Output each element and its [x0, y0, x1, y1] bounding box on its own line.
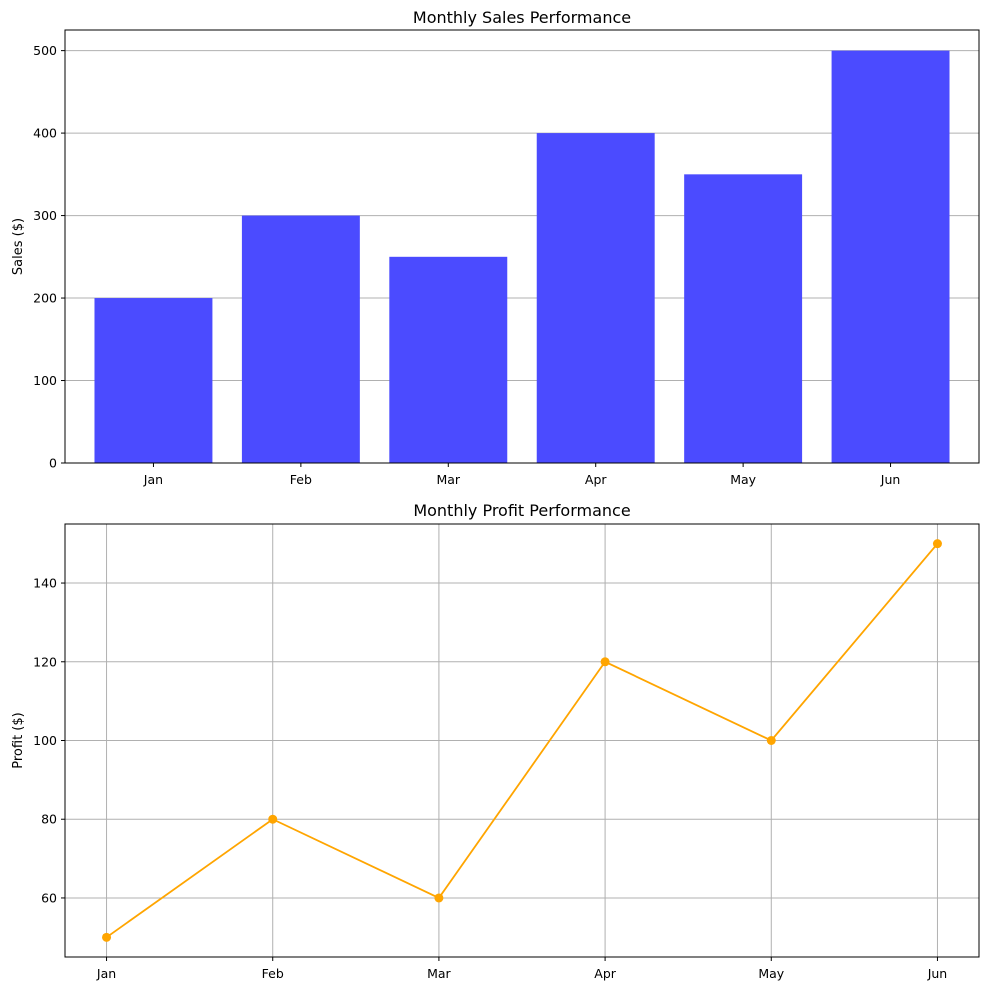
x-tick-label: May: [758, 966, 784, 981]
profit-line-chart: 60 80 100 120 140 Jan Feb Mar Apr May Jun Monthly …: [11, 501, 980, 981]
x-tick-label: Jun: [927, 966, 948, 981]
y-tick-label: 120: [33, 654, 57, 669]
y-tick-label: 60: [41, 890, 57, 905]
y-axis-label: Profit ($): [11, 712, 26, 768]
plot-frame: [64, 29, 980, 464]
x-tick-label: Feb: [290, 472, 312, 487]
bar-may: [684, 174, 803, 464]
x-tick-label: Jan: [143, 472, 163, 487]
bar-jan: [94, 298, 213, 463]
y-axis-label: Sales ($): [11, 218, 26, 275]
x-tick-label: Mar: [436, 472, 460, 487]
point-apr: [600, 657, 610, 667]
y-tick-label: 400: [33, 126, 57, 141]
x-tick-label: May: [730, 472, 756, 487]
bar-mar: [389, 256, 508, 463]
profit-line: [106, 543, 939, 939]
y-tick-label: 200: [33, 291, 57, 306]
bar-jun: [831, 50, 950, 463]
point-may: [766, 736, 776, 745]
point-feb: [268, 814, 278, 824]
x-tick-label: Feb: [262, 966, 284, 981]
y-tick-label: 500: [33, 43, 57, 58]
chart-title: Monthly Profit Performance: [413, 501, 630, 520]
x-tick-label: Jun: [880, 472, 901, 487]
x-tick-label: Apr: [585, 472, 607, 487]
sales-bar-chart: 0 100 200 300 400 500 Jan Feb Mar Apr May Jun Month…: [11, 8, 980, 487]
y-tick-label: 80: [41, 812, 57, 827]
y-tick-label: 0: [49, 456, 57, 471]
x-tick-label: Apr: [594, 966, 616, 981]
x-tick-label: Mar: [427, 966, 451, 981]
point-jan: [102, 932, 112, 942]
point-jun: [932, 539, 942, 549]
point-mar: [434, 893, 444, 903]
y-tick-label: 300: [33, 208, 57, 223]
bar-feb: [241, 215, 360, 463]
x-tick-label: Jan: [96, 966, 116, 981]
y-tick-label: 100: [33, 733, 57, 748]
y-tick-label: 100: [33, 373, 57, 388]
y-tick-label: 140: [33, 576, 57, 591]
bar-apr: [536, 133, 655, 463]
chart-title: Monthly Sales Performance: [413, 8, 631, 27]
